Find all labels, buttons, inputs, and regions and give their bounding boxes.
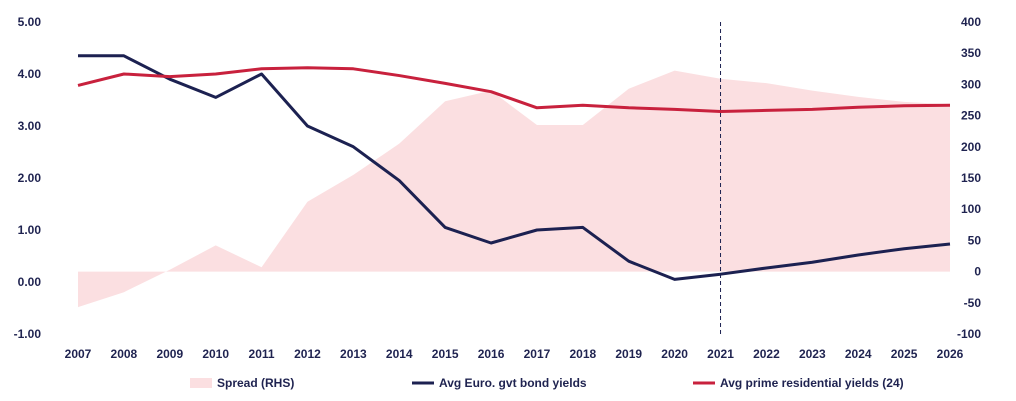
spread-area bbox=[78, 70, 950, 308]
right-tick-label: 250 bbox=[961, 109, 981, 123]
legend-label: Spread (RHS) bbox=[217, 376, 294, 390]
left-tick-label: 5.00 bbox=[18, 15, 42, 29]
avg-prime-residential-yields-24-line bbox=[77, 66, 951, 113]
left-tick-label: 1.00 bbox=[18, 223, 42, 237]
right-tick-label: 0 bbox=[974, 265, 981, 279]
right-axis-ticks: 400 350 300 250 200 150 100 50 0 -50 -100 bbox=[957, 15, 981, 341]
avg-euro-gvt-bond-yields-line bbox=[78, 54, 951, 281]
x-tick-label: 2007 bbox=[65, 347, 92, 361]
x-tick-label: 2013 bbox=[340, 347, 367, 361]
left-tick-label: -1.00 bbox=[14, 327, 42, 341]
x-tick-label: 2015 bbox=[432, 347, 459, 361]
right-tick-label: -100 bbox=[957, 327, 981, 341]
right-tick-label: 300 bbox=[961, 77, 981, 91]
x-tick-label: 2022 bbox=[753, 347, 780, 361]
left-tick-label: 2.00 bbox=[18, 171, 42, 185]
x-tick-label: 2021 bbox=[707, 347, 734, 361]
legend-label: Avg prime residential yields (24) bbox=[720, 376, 904, 390]
x-tick-label: 2010 bbox=[202, 347, 229, 361]
x-tick-label: 2020 bbox=[661, 347, 688, 361]
x-tick-label: 2025 bbox=[891, 347, 918, 361]
right-tick-label: 350 bbox=[961, 46, 981, 60]
x-tick-label: 2009 bbox=[156, 347, 183, 361]
right-tick-label: -50 bbox=[964, 296, 982, 310]
left-axis-ticks: 5.00 4.00 3.00 2.00 1.00 0.00 -1.00 bbox=[14, 15, 42, 341]
x-tick-label: 2018 bbox=[569, 347, 596, 361]
series-lines-layer bbox=[77, 54, 951, 281]
right-tick-label: 200 bbox=[961, 140, 981, 154]
legend-swatch-spread bbox=[190, 378, 212, 388]
right-tick-label: 50 bbox=[968, 233, 982, 247]
right-tick-label: 400 bbox=[961, 15, 981, 29]
x-tick-label: 2017 bbox=[524, 347, 551, 361]
left-tick-label: 3.00 bbox=[18, 119, 42, 133]
x-tick-label: 2024 bbox=[845, 347, 872, 361]
legend-label: Avg Euro. gvt bond yields bbox=[439, 376, 587, 390]
left-tick-label: 0.00 bbox=[18, 275, 42, 289]
x-tick-label: 2023 bbox=[799, 347, 826, 361]
x-tick-label: 2012 bbox=[294, 347, 321, 361]
x-tick-label: 2008 bbox=[111, 347, 138, 361]
left-tick-label: 4.00 bbox=[18, 67, 42, 81]
x-tick-label: 2011 bbox=[249, 347, 275, 361]
x-tick-label: 2019 bbox=[615, 347, 642, 361]
spread-area-layer bbox=[78, 70, 950, 308]
right-tick-label: 150 bbox=[961, 171, 981, 185]
x-tick-label: 2026 bbox=[937, 347, 964, 361]
x-axis-ticks: 2007 2008 2009 2010 2011 2012 2013 2014 2015 2016… bbox=[65, 347, 964, 361]
legend: Spread (RHS) Avg Euro. gvt bond yields Avg… bbox=[190, 376, 904, 390]
x-tick-label: 2014 bbox=[386, 347, 413, 361]
x-tick-label: 2016 bbox=[478, 347, 505, 361]
right-tick-label: 100 bbox=[961, 202, 981, 216]
